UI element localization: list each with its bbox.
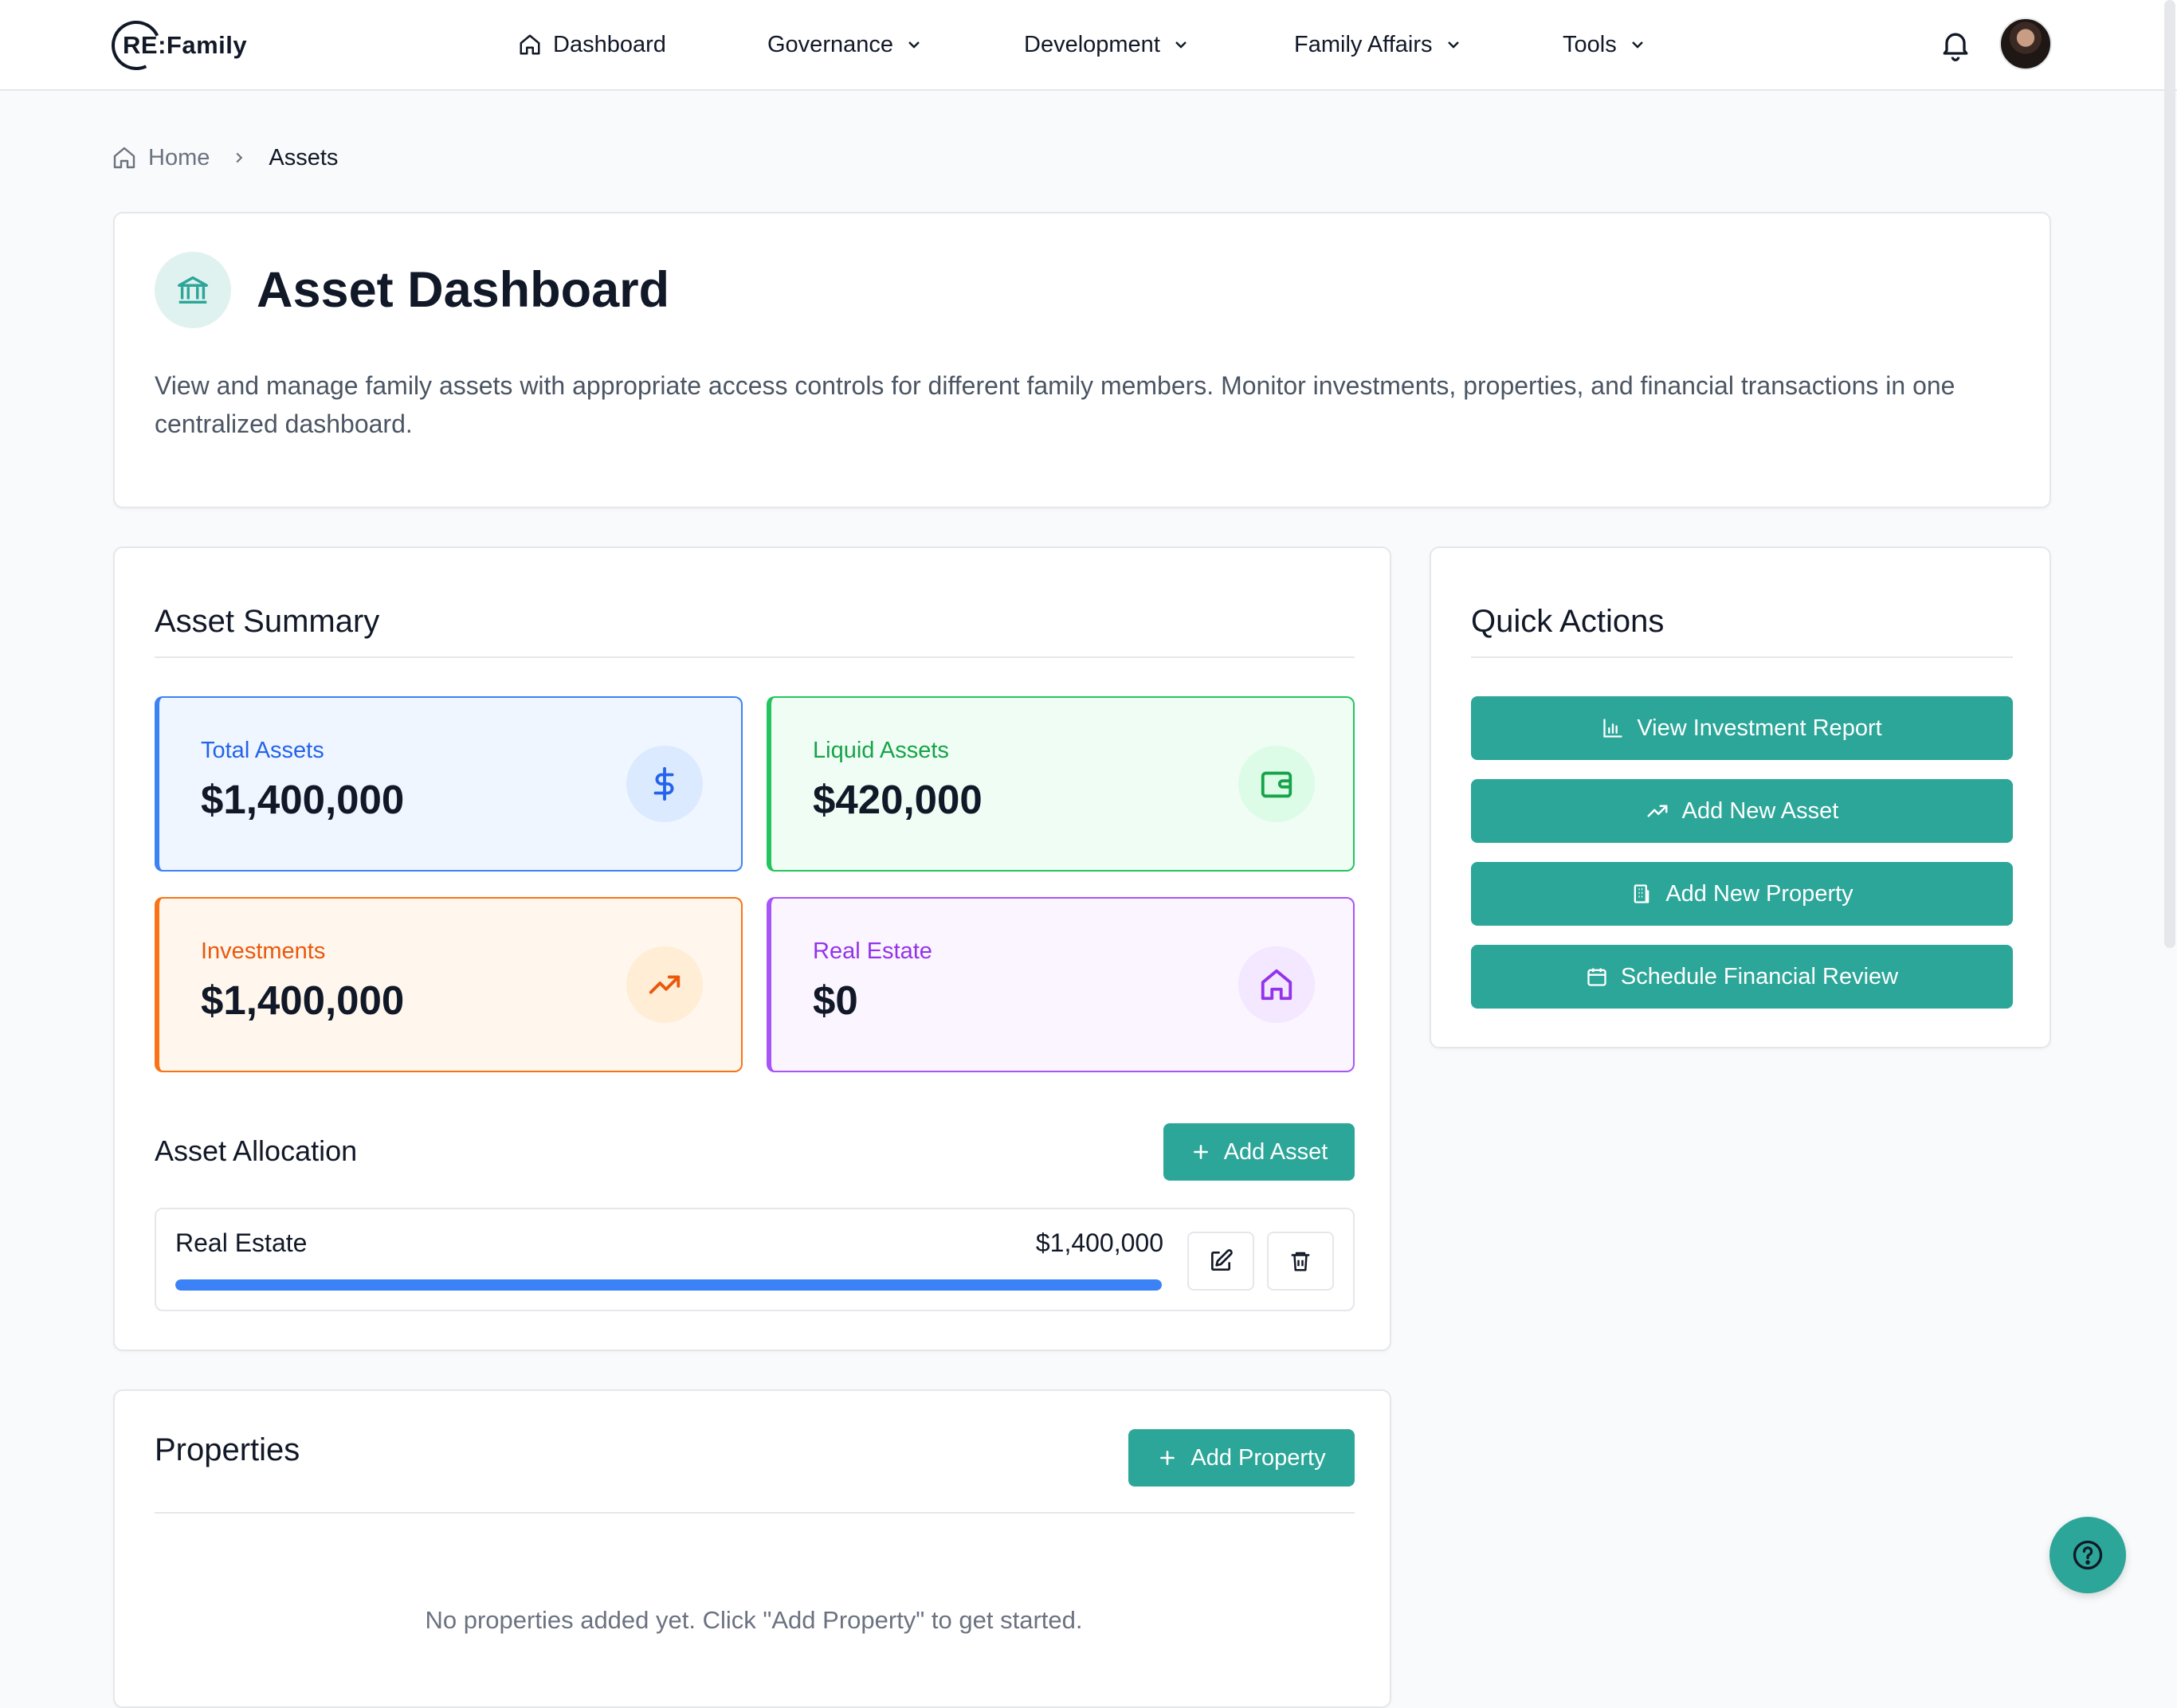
nav-family-affairs[interactable]: Family Affairs (1294, 21, 1463, 69)
logo-text: RE:Family (123, 31, 248, 59)
nav-tools-label: Tools (1563, 31, 1617, 57)
properties-empty-state: No properties added yet. Click "Add Prop… (425, 1606, 1083, 1634)
allocation-name: Real Estate (175, 1228, 308, 1257)
dollar-icon (626, 746, 703, 822)
breadcrumb: Home Assets (112, 140, 338, 175)
allocation-progress-bar (175, 1279, 1162, 1291)
quick-actions-card: Quick Actions View Investment Report Add… (1430, 546, 2051, 1048)
add-property-button[interactable]: Add Property (1128, 1429, 1355, 1487)
page-header-card: Asset Dashboard View and manage family a… (113, 212, 2051, 508)
view-investment-report-button[interactable]: View Investment Report (1471, 696, 2013, 760)
bar-chart-icon (1603, 719, 1622, 738)
home-icon[interactable] (112, 145, 137, 170)
nav-dashboard-label: Dashboard (553, 31, 666, 57)
notification-bell-icon[interactable] (1938, 27, 1973, 62)
page-title: Asset Dashboard (257, 262, 670, 318)
button-label: Schedule Financial Review (1620, 963, 1899, 989)
button-label: Add New Asset (1681, 797, 1839, 824)
nav-governance-label: Governance (767, 31, 893, 57)
divider (155, 656, 1355, 658)
stat-value: $1,400,000 (201, 777, 405, 822)
stat-total-assets[interactable]: Total Assets $1,400,000 (155, 696, 743, 872)
allocation-amount: $1,400,000 (1035, 1228, 1163, 1257)
help-icon (2073, 1540, 2103, 1570)
trash-icon (1291, 1252, 1310, 1271)
chevron-down-icon (1175, 41, 1187, 49)
edit-icon (1211, 1249, 1233, 1271)
properties-title: Properties (155, 1432, 300, 1467)
allocation-row: Real Estate $1,400,000 (155, 1208, 1355, 1311)
home-icon (520, 34, 540, 55)
stat-label: Liquid Assets (813, 738, 949, 763)
wallet-icon (1238, 746, 1315, 822)
home-icon (1238, 946, 1315, 1023)
stat-liquid-assets[interactable]: Liquid Assets $420,000 (767, 696, 1355, 872)
chevron-down-icon (1631, 41, 1643, 49)
chevron-down-icon (908, 41, 920, 49)
building-icon (1634, 884, 1649, 903)
breadcrumb-current: Assets (269, 144, 339, 170)
chevron-right-icon (236, 152, 243, 163)
add-new-asset-button[interactable]: Add New Asset (1471, 779, 2013, 843)
plus-icon (1193, 1145, 1208, 1159)
page-scrollbar[interactable] (2164, 0, 2175, 948)
asset-summary-card: Asset Summary Total Assets $1,400,000 Li… (113, 546, 1391, 1351)
trending-up-icon (1647, 805, 1668, 817)
add-property-label: Add Property (1190, 1444, 1326, 1471)
stat-label: Investments (201, 938, 326, 964)
breadcrumb-home[interactable]: Home (148, 144, 210, 170)
button-label: Add New Property (1665, 880, 1853, 907)
asset-summary-title: Asset Summary (155, 604, 380, 639)
chevron-down-icon (1447, 41, 1459, 49)
stat-value: $420,000 (813, 777, 983, 822)
quick-actions-title: Quick Actions (1471, 604, 1665, 639)
nav-family-affairs-label: Family Affairs (1294, 31, 1433, 57)
help-button[interactable] (2050, 1517, 2126, 1593)
divider (155, 1512, 1355, 1514)
edit-button[interactable] (1187, 1232, 1254, 1291)
nav-development-label: Development (1024, 31, 1160, 57)
nav-tools[interactable]: Tools (1563, 21, 1647, 69)
stat-label: Total Assets (201, 738, 324, 763)
schedule-financial-review-button[interactable]: Schedule Financial Review (1471, 945, 2013, 1009)
add-asset-button[interactable]: Add Asset (1163, 1123, 1355, 1181)
allocation-progress-fill (175, 1279, 1162, 1291)
nav-development[interactable]: Development (1024, 21, 1190, 69)
calendar-icon (1587, 968, 1606, 986)
plus-icon (1160, 1451, 1175, 1465)
stat-investments[interactable]: Investments $1,400,000 (155, 897, 743, 1072)
stat-real-estate[interactable]: Real Estate $0 (767, 897, 1355, 1072)
page-description: View and manage family assets with appro… (155, 371, 1955, 438)
divider (1471, 656, 2013, 658)
trending-up-icon (626, 946, 703, 1023)
add-asset-label: Add Asset (1223, 1138, 1328, 1165)
button-label: View Investment Report (1637, 715, 1882, 741)
nav-dashboard[interactable]: Dashboard (518, 21, 666, 69)
delete-button[interactable] (1267, 1232, 1334, 1291)
properties-card: Properties Add Property No properties ad… (113, 1389, 1391, 1708)
stat-value: $1,400,000 (201, 977, 405, 1023)
stat-value: $0 (813, 977, 858, 1023)
asset-allocation-title: Asset Allocation (155, 1134, 358, 1167)
top-header: RE:Family Dashboard Governance Developme… (0, 0, 2177, 91)
stat-label: Real Estate (813, 938, 932, 964)
user-avatar[interactable] (1999, 18, 2052, 70)
app-logo[interactable]: RE:Family (104, 14, 248, 77)
bank-icon (155, 252, 231, 328)
add-new-property-button[interactable]: Add New Property (1471, 862, 2013, 926)
nav-governance[interactable]: Governance (767, 21, 924, 69)
